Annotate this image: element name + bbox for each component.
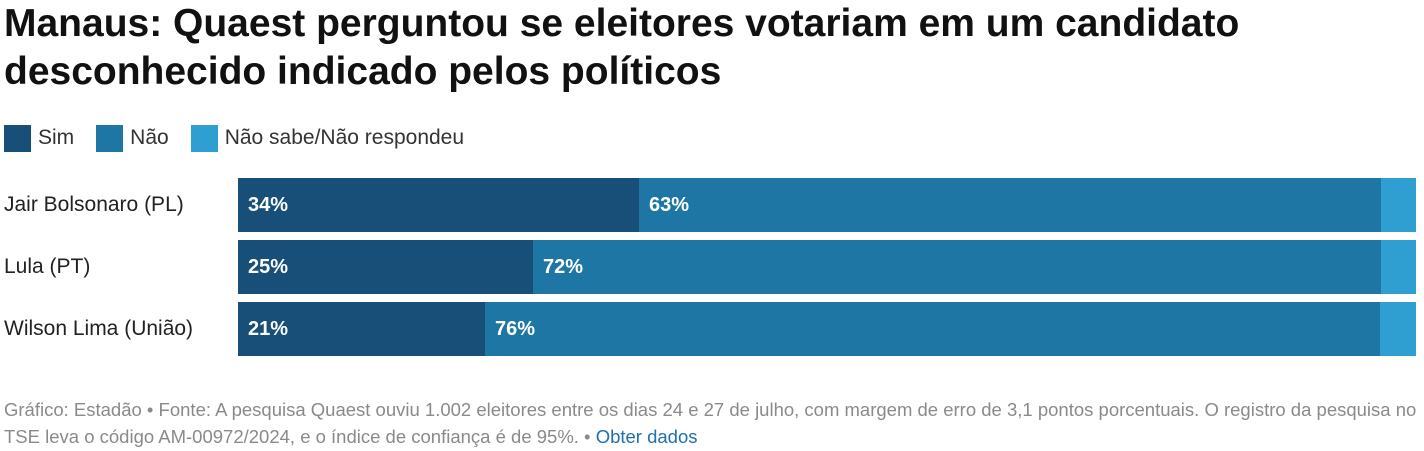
legend-label: Não sabe/Não respondeu: [224, 126, 465, 149]
bar-segment: [1381, 240, 1416, 294]
stacked-bar: 34% 63%: [238, 178, 1416, 232]
chart-title: Manaus: Quaest perguntou se eleitores vo…: [4, 2, 1240, 93]
get-data-link[interactable]: Obter dados: [595, 426, 698, 447]
legend-label: Sim: [38, 126, 75, 149]
stacked-bar-chart: Jair Bolsonaro (PL) 34% 63% Lula (PT) 25% 72%…: [0, 178, 1424, 356]
category-label: Jair Bolsonaro (PL): [4, 193, 184, 216]
data-label: 72%: [543, 256, 584, 278]
bar-row: Jair Bolsonaro (PL) 34% 63%: [0, 178, 1424, 232]
data-label: 63%: [649, 194, 690, 216]
bar-row: Wilson Lima (União) 21% 76%: [0, 302, 1424, 356]
legend-item: Não sabe/Não respondeu: [190, 124, 465, 152]
bar-segment: 72%: [533, 240, 1381, 294]
bar-segment: 63%: [639, 178, 1381, 232]
legend-swatch: [96, 124, 124, 152]
bar-row: Lula (PT) 25% 72%: [0, 240, 1424, 294]
legend-swatch: [4, 124, 31, 152]
bar-segment: [1381, 178, 1416, 232]
stacked-bar: 21% 76%: [238, 302, 1416, 356]
data-label: 34%: [248, 194, 289, 216]
legend: Sim Não Não sabe/Não respondeu: [4, 123, 486, 153]
legend-swatch: [190, 124, 218, 152]
category-label: Wilson Lima (União): [4, 317, 194, 340]
legend-item: Não: [96, 124, 169, 152]
bar-segment: 25%: [238, 240, 533, 294]
data-label: 21%: [248, 318, 289, 340]
legend-label: Não: [130, 126, 169, 149]
footer-text: Gráfico: Estadão • Fonte: A pesquisa Qua…: [4, 399, 1417, 447]
legend-item: Sim: [4, 124, 75, 152]
bar-segment: 76%: [485, 302, 1380, 356]
footer-source: Gráfico: Estadão • Fonte: A pesquisa Qua…: [4, 396, 1420, 450]
bar-segment: [1380, 302, 1416, 356]
bar-segment: 34%: [238, 178, 639, 232]
bar-segment: 21%: [238, 302, 485, 356]
stacked-bar: 25% 72%: [238, 240, 1416, 294]
data-label: 76%: [495, 318, 536, 340]
category-label: Lula (PT): [4, 255, 91, 278]
data-label: 25%: [248, 256, 289, 278]
